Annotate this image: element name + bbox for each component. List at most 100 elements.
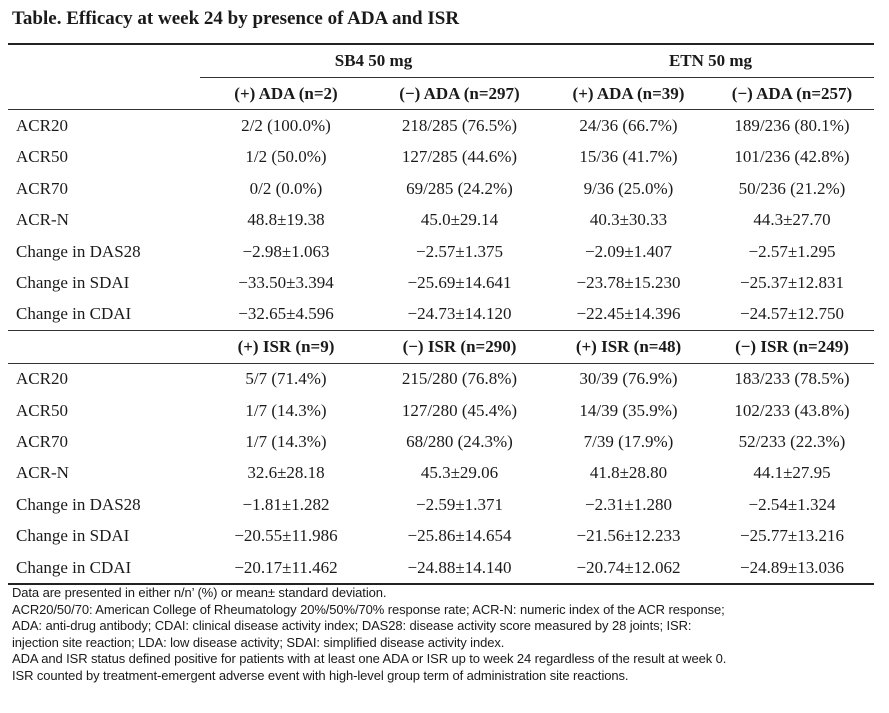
table-cell: −2.09±1.407 — [585, 241, 672, 261]
empty-cell — [8, 78, 200, 110]
table-cell: −25.69±14.641 — [407, 273, 512, 293]
footnote: Data are presented in either n/n’ (%) or… — [12, 585, 387, 600]
table-row: ACR70 0/2 (0.0%) 69/285 (24.2%) 9/36 (25.0%… — [8, 173, 874, 204]
table-cell: 1/7 (14.3%) — [245, 431, 327, 451]
table-cell: 101/236 (42.8%) — [734, 147, 850, 167]
row-label: ACR20 — [16, 116, 68, 136]
table-cell: −24.73±14.120 — [407, 304, 512, 324]
footnote: ADA and ISR status defined positive for … — [12, 651, 727, 667]
table-cell: 44.1±27.95 — [753, 463, 831, 483]
table-cell: 45.3±29.06 — [420, 463, 499, 483]
table-cell: 2/2 (100.0%) — [241, 116, 331, 136]
footnote: injection site reaction; LDA: low diseas… — [12, 634, 505, 650]
table-cell: −2.57±1.295 — [748, 241, 836, 261]
column-header: (−) ADA (n=257) — [731, 83, 853, 103]
table-row: ACR-N 48.8±19.38 45.0±29.14 40.3±30.33 44.3±… — [8, 205, 874, 236]
table-cell: −2.31±1.280 — [585, 494, 672, 514]
table-row: ACR-N 32.6±28.18 45.3±29.06 41.8±28.80 44.1±… — [8, 458, 874, 489]
table-cell: 52/233 (22.3%) — [738, 431, 846, 451]
table-cell: −22.45±14.396 — [576, 304, 681, 324]
table-cell: −1.81±1.282 — [242, 494, 330, 514]
row-label: ACR50 — [16, 147, 68, 167]
column-header: (−) ISR (n=249) — [735, 336, 849, 356]
table-cell: 14/39 (35.9%) — [579, 400, 678, 420]
ada-header-row: (+) ADA (n=2) (−) ADA (n=297) (+) ADA (n=3… — [8, 78, 874, 110]
group-etn: ETN 50 mg — [547, 44, 874, 78]
table-cell: 69/285 (24.2%) — [406, 178, 513, 198]
footnotes: Data are presented in either n/n’ (%) or… — [12, 585, 878, 685]
row-label: ACR20 — [16, 369, 68, 389]
table-row: ACR50 1/2 (50.0%) 127/285 (44.6%) 15/36 (41… — [8, 142, 874, 173]
row-label: Change in SDAI — [16, 273, 130, 293]
column-header: (+) ADA (n=2) — [234, 83, 338, 103]
table-cell: 40.3±30.33 — [589, 210, 668, 230]
table-cell: 7/39 (17.9%) — [583, 431, 674, 451]
table-cell: 1/7 (14.3%) — [245, 400, 327, 420]
table-row: Change in CDAI −32.65±4.596 −24.73±14.120 −… — [8, 299, 874, 331]
table-cell: 0/2 (0.0%) — [249, 178, 323, 198]
table-row: Change in SDAI −20.55±11.986 −25.86±14.654… — [8, 520, 874, 551]
table-cell: 215/280 (76.8%) — [401, 369, 518, 389]
table-cell: 1/2 (50.0%) — [245, 147, 327, 167]
row-label: Change in CDAI — [16, 304, 132, 324]
table-cell: −21.56±12.233 — [576, 526, 681, 546]
table-cell: −2.59±1.371 — [416, 494, 503, 514]
table-cell: 127/285 (44.6%) — [401, 147, 518, 167]
empty-corner — [8, 44, 200, 78]
table-cell: −20.17±11.462 — [234, 557, 338, 577]
table-row: ACR20 5/7 (71.4%) 215/280 (76.8%) 30/39 (76… — [8, 363, 874, 395]
table-row: Change in DAS28 −1.81±1.282 −2.59±1.371 −2.… — [8, 489, 874, 520]
table-cell: −2.98±1.063 — [242, 241, 330, 261]
table-cell: −25.37±12.831 — [740, 273, 844, 293]
table-cell: 24/36 (66.7%) — [579, 116, 678, 136]
table-cell: 41.8±28.80 — [589, 463, 668, 483]
footnote: ADA: anti-drug antibody; CDAI: clinical … — [12, 618, 692, 634]
table-cell: 30/39 (76.9%) — [579, 369, 678, 389]
table-row: ACR50 1/7 (14.3%) 127/280 (45.4%) 14/39 (35… — [8, 395, 874, 426]
table-cell: −33.50±3.394 — [238, 273, 334, 293]
table-cell: −23.78±15.230 — [576, 273, 681, 293]
column-header: (−) ADA (n=297) — [399, 83, 520, 103]
footnote: ISR counted by treatment-emergent advers… — [12, 667, 629, 683]
table-cell: −2.57±1.375 — [416, 241, 503, 261]
table-cell: 127/280 (45.4%) — [401, 400, 518, 420]
table-cell: −24.89±13.036 — [740, 557, 844, 577]
table-cell: 102/233 (43.8%) — [734, 400, 850, 420]
row-label: ACR-N — [16, 210, 69, 230]
table-cell: 5/7 (71.4%) — [245, 369, 327, 389]
table-cell: 183/233 (78.5%) — [734, 369, 850, 389]
column-header: (+) ISR (n=9) — [237, 336, 335, 356]
row-label: Change in SDAI — [16, 526, 130, 546]
row-label: Change in CDAI — [16, 557, 132, 577]
table-cell: 32.6±28.18 — [247, 463, 325, 483]
table-cell: −2.54±1.324 — [748, 494, 836, 514]
table-cell: −20.74±12.062 — [576, 557, 681, 577]
table-row: Change in DAS28 −2.98±1.063 −2.57±1.375 −2.… — [8, 236, 874, 267]
footnote: ACR20/50/70: American College of Rheumat… — [12, 601, 725, 617]
table-row: ACR20 2/2 (100.0%) 218/285 (76.5%) 24/36 (6… — [8, 110, 874, 142]
table-title: Table. Efficacy at week 24 by presence o… — [12, 8, 460, 29]
row-label: ACR50 — [16, 400, 68, 420]
isr-header-row: (+) ISR (n=9) (−) ISR (n=290) (+) ISR (n=4… — [8, 330, 874, 364]
row-label: ACR70 — [16, 178, 68, 198]
table-cell: 44.3±27.70 — [753, 210, 831, 230]
group-sb4: SB4 50 mg — [200, 44, 547, 78]
table-cell: −25.77±13.216 — [740, 526, 844, 546]
table-cell: 9/36 (25.0%) — [583, 178, 674, 198]
table-cell: −20.55±11.986 — [234, 526, 338, 546]
table-row: Change in SDAI −33.50±3.394 −25.69±14.641 −… — [8, 267, 874, 298]
row-label: Change in DAS28 — [16, 241, 141, 261]
table-row: Change in CDAI −20.17±11.462 −24.88±14.140… — [8, 552, 874, 585]
row-label: Change in DAS28 — [16, 494, 141, 514]
efficacy-table: SB4 50 mg ETN 50 mg (+) ADA (n=2) (−) ADA… — [8, 43, 874, 585]
table-cell: −25.86±14.654 — [407, 526, 512, 546]
table-cell: −32.65±4.596 — [238, 304, 334, 324]
column-header: (+) ISR (n=48) — [575, 336, 682, 356]
column-header: (−) ISR (n=290) — [402, 336, 517, 356]
table-cell: 15/36 (41.7%) — [579, 147, 678, 167]
table-cell: 68/280 (24.3%) — [406, 431, 513, 451]
table-cell: 45.0±29.14 — [420, 210, 499, 230]
row-label: ACR70 — [16, 431, 68, 451]
table-cell: −24.57±12.750 — [740, 304, 844, 324]
empty-cell — [8, 331, 200, 363]
